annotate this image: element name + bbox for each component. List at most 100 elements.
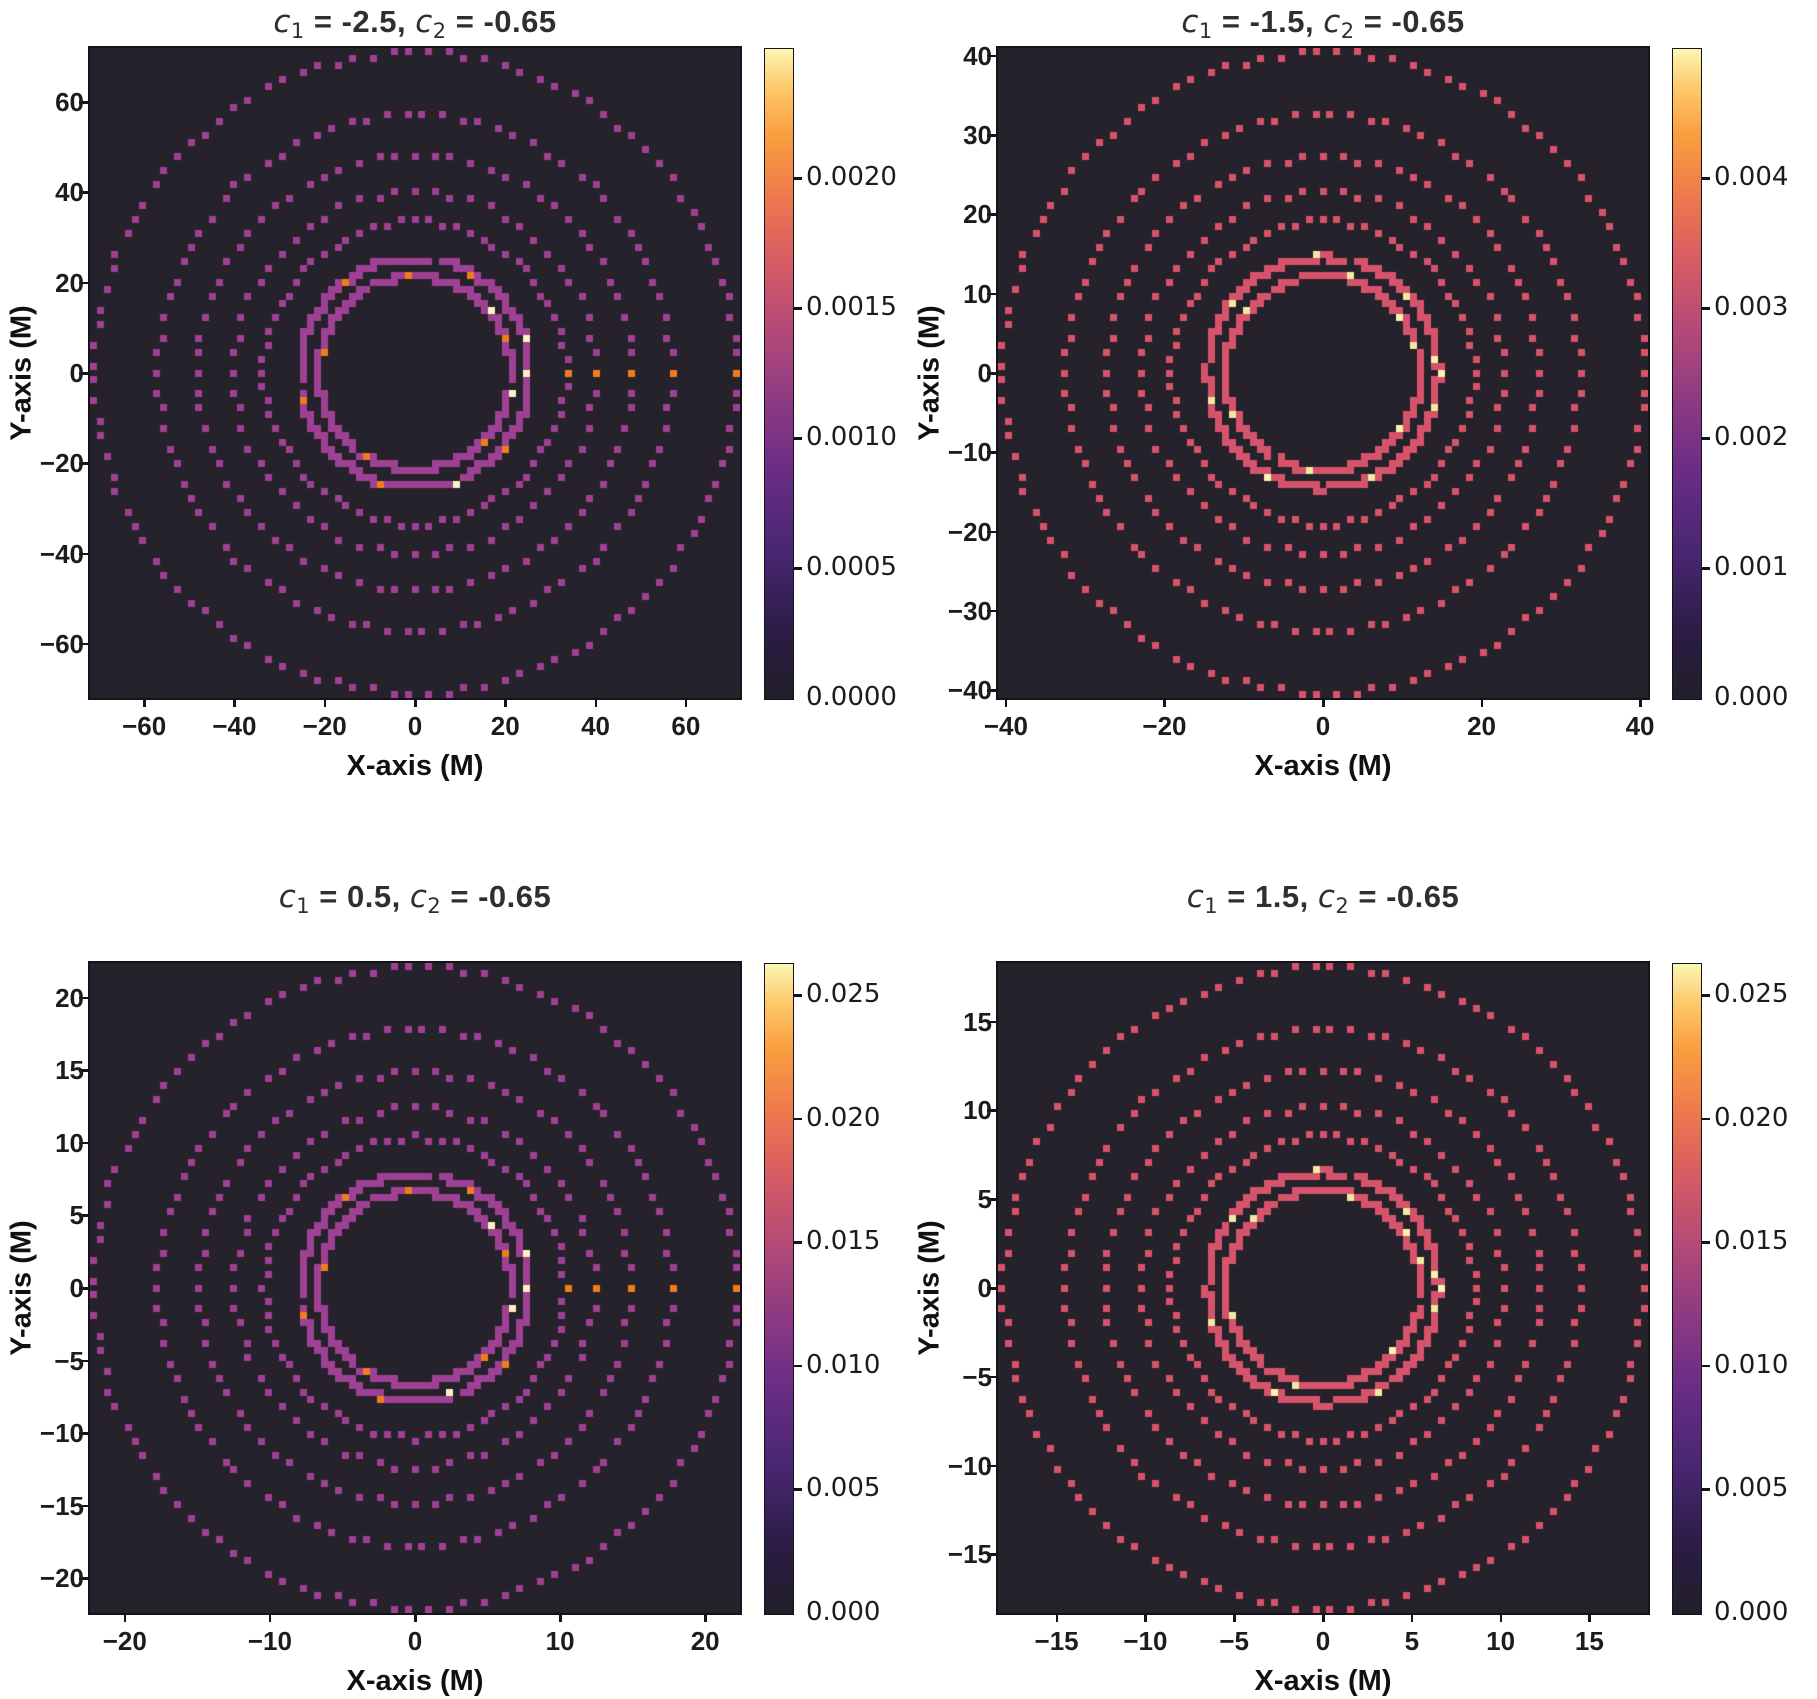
title-c1-value: = 1.5,	[1218, 879, 1318, 914]
title-c2-sub: 2	[1335, 894, 1350, 918]
colorbar-tick-mark	[1702, 437, 1710, 440]
y-tick-label: 5	[69, 1200, 84, 1231]
colorbar-tick-mark	[794, 307, 802, 310]
colorbar-tick-label: 0.005	[806, 1473, 881, 1504]
y-tick-mark	[987, 213, 996, 216]
x-tick-mark	[1480, 698, 1484, 707]
x-tick-mark	[1163, 698, 1166, 707]
x-axis-label: X-axis (M)	[1254, 750, 1392, 782]
title-c2-sub: 2	[427, 894, 442, 918]
colorbar-tick-mark	[794, 437, 802, 440]
x-tick-label: 20	[490, 711, 520, 741]
x-tick-label: 20	[690, 1626, 720, 1656]
title-c2-value: = -0.65	[1349, 879, 1460, 914]
y-axis-label: Y-axis (M)	[5, 305, 38, 441]
title-c2-sub: 2	[432, 19, 447, 43]
y-tick-mark	[79, 1504, 88, 1508]
y-tick-mark	[987, 451, 996, 454]
colorbar	[764, 48, 794, 700]
y-tick-label: −10	[947, 1450, 992, 1481]
y-tick-mark	[79, 642, 88, 646]
y-tick-mark	[79, 281, 88, 285]
y-tick-label: 20	[963, 199, 992, 230]
y-tick-label: 0	[69, 1273, 84, 1303]
x-tick-label: 0	[407, 1626, 423, 1656]
title-c2-sub: 2	[1340, 19, 1355, 43]
plot-frame	[996, 961, 1650, 1615]
colorbar-tick-label: 0.025	[806, 979, 881, 1010]
x-tick-label: 20	[1467, 711, 1496, 741]
colorbar	[764, 963, 794, 1615]
colorbar-tick-mark	[794, 567, 802, 570]
title-c2-var: c	[415, 4, 433, 40]
y-tick-mark	[79, 372, 88, 375]
x-tick-mark	[1410, 1613, 1414, 1622]
y-tick-label: 0	[69, 358, 84, 388]
y-tick-label: −60	[39, 628, 84, 659]
y-tick-mark	[987, 1198, 996, 1201]
y-tick-mark	[987, 1287, 996, 1290]
y-tick-mark	[987, 1109, 996, 1112]
plot-title: c1 = 0.5, c2 = -0.65	[90, 879, 740, 918]
x-tick-label: −10	[1123, 1626, 1168, 1656]
title-c2-var: c	[409, 879, 428, 915]
y-tick-mark	[987, 292, 996, 296]
title-c2-var: c	[1317, 879, 1336, 915]
y-tick-mark	[987, 134, 996, 137]
x-tick-label: 40	[581, 711, 610, 741]
y-tick-mark	[79, 462, 88, 465]
x-tick-mark	[233, 698, 236, 707]
colorbar-tick-mark	[1702, 994, 1710, 997]
y-axis-label: Y-axis (M)	[5, 1220, 38, 1356]
y-tick-label: 10	[963, 278, 992, 309]
y-tick-label: −5	[962, 1361, 992, 1392]
x-tick-label: −40	[212, 711, 257, 741]
colorbar-tick-label: 0.0000	[806, 682, 897, 712]
y-tick-label: −40	[39, 538, 84, 569]
x-tick-mark	[1233, 1613, 1236, 1622]
heatmap-canvas	[90, 48, 740, 698]
x-tick-label: 60	[671, 711, 701, 741]
plot-title: c1 = -1.5, c2 = -0.65	[998, 4, 1648, 43]
plot-frame	[88, 46, 742, 700]
colorbar-tick-label: 0.000	[1714, 1597, 1789, 1627]
title-c1-value: = -1.5,	[1212, 4, 1324, 39]
heatmap-canvas	[90, 963, 740, 1613]
x-tick-mark	[1004, 698, 1008, 707]
y-tick-label: −15	[39, 1490, 84, 1521]
plot-title: c1 = 1.5, c2 = -0.65	[998, 879, 1648, 918]
x-tick-label: −5	[1219, 1626, 1250, 1656]
x-tick-label: 0	[1315, 1626, 1331, 1656]
y-tick-mark	[987, 1375, 996, 1379]
colorbar-tick-mark	[1702, 1364, 1710, 1368]
colorbar-tick-mark	[794, 1364, 802, 1368]
title-c1-value: = -2.5,	[304, 4, 416, 39]
y-tick-mark	[987, 689, 996, 692]
title-c1-value: = 0.5,	[310, 879, 410, 914]
y-tick-label: 20	[55, 267, 84, 298]
x-tick-mark	[1144, 1613, 1147, 1622]
y-axis-label: Y-axis (M)	[913, 1220, 946, 1356]
title-c1-sub: 1	[290, 19, 305, 43]
y-tick-mark	[79, 1359, 88, 1363]
colorbar-tick-mark	[794, 1241, 802, 1244]
title-c1-var: c	[1181, 4, 1199, 40]
title-c1-sub: 1	[296, 894, 311, 918]
x-tick-label: −10	[247, 1626, 292, 1656]
y-tick-mark	[79, 1577, 88, 1580]
y-tick-mark	[987, 1553, 996, 1556]
colorbar-tick-label: 0.001	[1714, 552, 1789, 582]
colorbar-tick-mark	[794, 994, 802, 997]
colorbar-tick-label: 0.000	[806, 1597, 881, 1627]
x-tick-mark	[1639, 698, 1642, 707]
y-tick-mark	[79, 996, 88, 1000]
x-tick-label: −20	[102, 1626, 147, 1656]
y-tick-label: 15	[55, 1055, 84, 1086]
x-tick-label: 10	[1486, 1626, 1516, 1656]
colorbar-tick-mark	[794, 1117, 802, 1121]
colorbar-tick-label: 0.002	[1714, 422, 1789, 452]
colorbar-tick-label: 0.0010	[806, 422, 897, 452]
subplot-0: c1 = -2.5, c2 = -0.65 −60 −40 −20 0 20 40 60 60 4…	[0, 0, 908, 849]
colorbar	[1672, 963, 1702, 1615]
y-axis-label: Y-axis (M)	[913, 305, 946, 441]
